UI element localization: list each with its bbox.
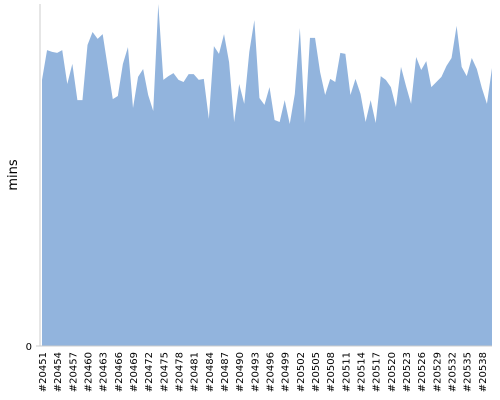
x-tick-label: #20466 — [114, 352, 125, 392]
x-tick-label: #20520 — [387, 352, 398, 392]
x-tick-label: #20478 — [175, 352, 186, 392]
x-tick-label: #20511 — [341, 352, 352, 392]
x-tick-label: #20484 — [205, 352, 216, 392]
x-tick-label: #20451 — [38, 352, 49, 392]
x-tick-label: #20532 — [448, 352, 459, 392]
x-tick-label: #20463 — [99, 352, 110, 392]
x-tick-label: #20454 — [53, 352, 64, 392]
x-tick-label: #20526 — [417, 352, 428, 392]
x-tick-label: #20508 — [326, 352, 337, 392]
x-tick-label: #20472 — [144, 352, 155, 392]
x-tick-label: #20505 — [311, 352, 322, 392]
y-axis-label: mins — [6, 159, 21, 191]
x-tick-label: #20496 — [266, 352, 277, 392]
x-tick-label: #20457 — [68, 352, 79, 392]
x-tick-label: #20481 — [190, 352, 201, 392]
x-tick-label: #20469 — [129, 352, 140, 392]
x-tick-label: #20517 — [372, 352, 383, 392]
area — [42, 4, 492, 346]
x-tick-label: #20514 — [357, 352, 368, 392]
x-tick-label: #20460 — [84, 352, 95, 392]
x-tick-label: #20523 — [402, 352, 413, 392]
x-tick-label: #20529 — [432, 352, 443, 392]
x-tick-label: #20535 — [463, 352, 474, 392]
x-tick-label: #20475 — [159, 352, 170, 392]
x-tick-label: #20487 — [220, 352, 231, 392]
x-tick-label: #20493 — [250, 352, 261, 392]
x-tick-label: #20490 — [235, 352, 246, 392]
y-tick-label: 0 — [26, 342, 32, 353]
x-tick-label: #20538 — [478, 352, 489, 392]
x-tick-label: #20499 — [281, 352, 292, 392]
x-tick-label: #20502 — [296, 352, 307, 392]
